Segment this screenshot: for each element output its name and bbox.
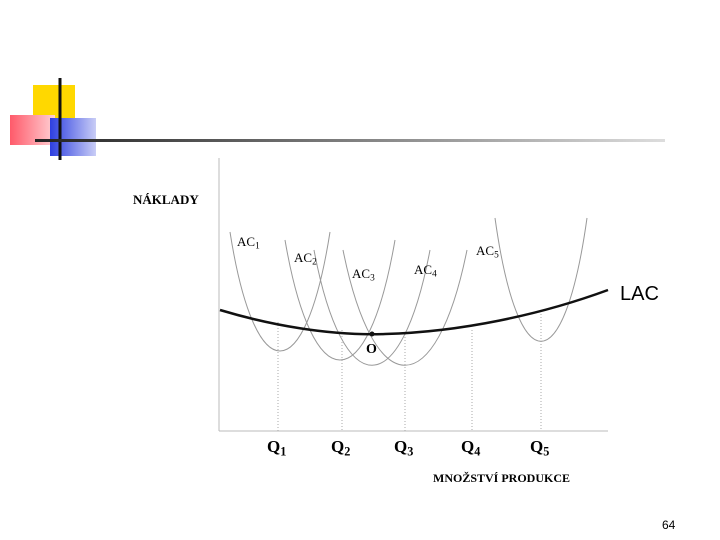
- ac-label-main: AC: [294, 250, 312, 265]
- ac-label-main: AC: [352, 266, 370, 281]
- ac-label: AC1: [237, 234, 260, 252]
- ac-curve: [229, 231, 331, 352]
- ac-label: AC5: [476, 243, 499, 261]
- lac-label: LAC: [620, 283, 659, 305]
- diagram: NÁKLADY MNOŽSTVÍ PRODUKCE LAC O AC1AC2AC…: [133, 158, 659, 485]
- q-label-index: 4: [474, 444, 480, 458]
- q-label-main: Q: [331, 437, 344, 456]
- ac-label: AC2: [294, 250, 317, 268]
- ac-curve: [494, 217, 588, 342]
- q-label: Q4: [461, 437, 480, 458]
- logo: [10, 78, 96, 160]
- ac-label-index: 2: [312, 258, 317, 268]
- q-label-index: 1: [280, 444, 286, 458]
- q-label: Q3: [394, 437, 413, 458]
- lac-curve: [219, 288, 609, 336]
- ac-label: AC4: [414, 262, 437, 280]
- q-label-main: Q: [267, 437, 280, 456]
- y-axis-label: NÁKLADY: [133, 192, 199, 207]
- q-label-main: Q: [394, 437, 407, 456]
- q-label: Q5: [530, 437, 549, 458]
- q-label-index: 5: [543, 444, 549, 458]
- header-rule: [35, 139, 665, 142]
- ac-label-main: AC: [414, 262, 432, 277]
- q-label: Q1: [267, 437, 286, 458]
- ac-label-index: 1: [255, 242, 260, 252]
- ac-curve: [284, 239, 396, 361]
- optimum-point: [369, 331, 375, 337]
- q-label-main: Q: [530, 437, 543, 456]
- x-axis-label: MNOŽSTVÍ PRODUKCE: [433, 471, 570, 485]
- ac-curve: [313, 249, 431, 366]
- q-label-index: 3: [407, 444, 413, 458]
- q-label-main: Q: [461, 437, 474, 456]
- ac-label-main: AC: [476, 243, 494, 258]
- q-label-index: 2: [344, 444, 350, 458]
- ac-label: AC3: [352, 266, 375, 284]
- page-number: 64: [662, 518, 676, 532]
- q-label: Q2: [331, 437, 350, 458]
- ac-label-index: 3: [370, 274, 375, 284]
- ac-label-index: 5: [494, 251, 499, 261]
- ac-label-index: 4: [432, 270, 437, 280]
- ac-label-main: AC: [237, 234, 255, 249]
- optimum-label: O: [366, 342, 377, 357]
- logo-square: [50, 118, 96, 156]
- ac-curve: [342, 249, 468, 366]
